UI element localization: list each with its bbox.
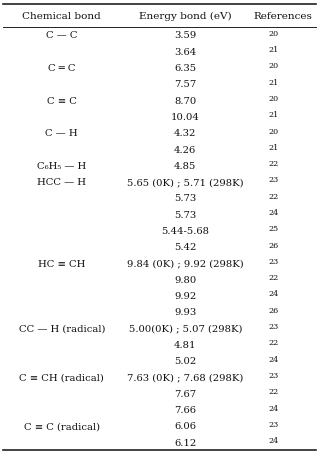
Text: 26: 26 <box>268 306 278 314</box>
Text: 5.73: 5.73 <box>174 194 197 203</box>
Text: 26: 26 <box>268 241 278 249</box>
Text: 22: 22 <box>268 339 278 347</box>
Text: 22: 22 <box>268 192 278 200</box>
Text: 4.26: 4.26 <box>174 145 197 154</box>
Text: 10.04: 10.04 <box>171 113 200 121</box>
Text: 4.85: 4.85 <box>174 162 197 171</box>
Text: 6.06: 6.06 <box>174 422 196 430</box>
Text: 5.00(0K) ; 5.07 (298K): 5.00(0K) ; 5.07 (298K) <box>129 324 242 333</box>
Text: 7.57: 7.57 <box>174 80 197 89</box>
Text: 7.67: 7.67 <box>174 389 197 398</box>
Text: C ≡ C (radical): C ≡ C (radical) <box>24 422 100 430</box>
Text: HC ≡ CH: HC ≡ CH <box>38 259 85 268</box>
Text: 23: 23 <box>268 371 278 379</box>
Text: 4.81: 4.81 <box>174 340 197 349</box>
Text: 5.73: 5.73 <box>174 210 197 219</box>
Text: 20: 20 <box>268 95 278 103</box>
Text: 22: 22 <box>268 387 278 395</box>
Text: 6.35: 6.35 <box>174 64 197 73</box>
Text: 9.93: 9.93 <box>174 308 197 317</box>
Text: 3.59: 3.59 <box>174 31 197 40</box>
Text: References: References <box>254 12 312 20</box>
Text: Energy bond (eV): Energy bond (eV) <box>139 11 232 20</box>
Text: 6.12: 6.12 <box>174 438 197 447</box>
Text: 22: 22 <box>268 160 278 168</box>
Text: 9.84 (0K) ; 9.92 (298K): 9.84 (0K) ; 9.92 (298K) <box>127 259 244 268</box>
Text: 23: 23 <box>268 322 278 330</box>
Text: C ═ C: C ═ C <box>48 64 76 73</box>
Text: 9.80: 9.80 <box>174 275 197 284</box>
Text: 24: 24 <box>268 404 278 412</box>
Text: 20: 20 <box>268 30 278 38</box>
Text: C — H: C — H <box>46 129 78 138</box>
Text: C ≡ CH (radical): C ≡ CH (radical) <box>19 373 104 382</box>
Text: 5.65 (0K) ; 5.71 (298K): 5.65 (0K) ; 5.71 (298K) <box>127 178 244 187</box>
Text: 9.92: 9.92 <box>174 292 197 300</box>
Text: Chemical bond: Chemical bond <box>22 12 101 20</box>
Text: 23: 23 <box>268 258 278 265</box>
Text: 3.64: 3.64 <box>174 48 197 56</box>
Text: 21: 21 <box>268 46 278 54</box>
Text: 23: 23 <box>268 176 278 184</box>
Text: 21: 21 <box>268 78 278 86</box>
Text: C₆H₅ — H: C₆H₅ — H <box>37 162 86 171</box>
Text: 23: 23 <box>268 420 278 428</box>
Text: 4.32: 4.32 <box>174 129 197 138</box>
Text: 22: 22 <box>268 273 278 282</box>
Text: 24: 24 <box>268 436 278 444</box>
Text: 21: 21 <box>268 111 278 119</box>
Text: 7.66: 7.66 <box>174 405 196 415</box>
Text: 20: 20 <box>268 127 278 135</box>
Text: 7.63 (0K) ; 7.68 (298K): 7.63 (0K) ; 7.68 (298K) <box>127 373 243 382</box>
Text: 5.44-5.68: 5.44-5.68 <box>161 227 209 235</box>
Text: 24: 24 <box>268 355 278 363</box>
Text: 25: 25 <box>268 225 278 233</box>
Text: HCC — H: HCC — H <box>37 178 86 187</box>
Text: 20: 20 <box>268 62 278 70</box>
Text: 8.70: 8.70 <box>174 96 197 106</box>
Text: 5.02: 5.02 <box>174 357 197 365</box>
Text: C — C: C — C <box>46 31 78 40</box>
Text: CC — H (radical): CC — H (radical) <box>19 324 105 333</box>
Text: C ≡ C: C ≡ C <box>47 96 77 106</box>
Text: 24: 24 <box>268 208 278 217</box>
Text: 21: 21 <box>268 143 278 152</box>
Text: 5.42: 5.42 <box>174 243 197 252</box>
Text: 24: 24 <box>268 290 278 298</box>
